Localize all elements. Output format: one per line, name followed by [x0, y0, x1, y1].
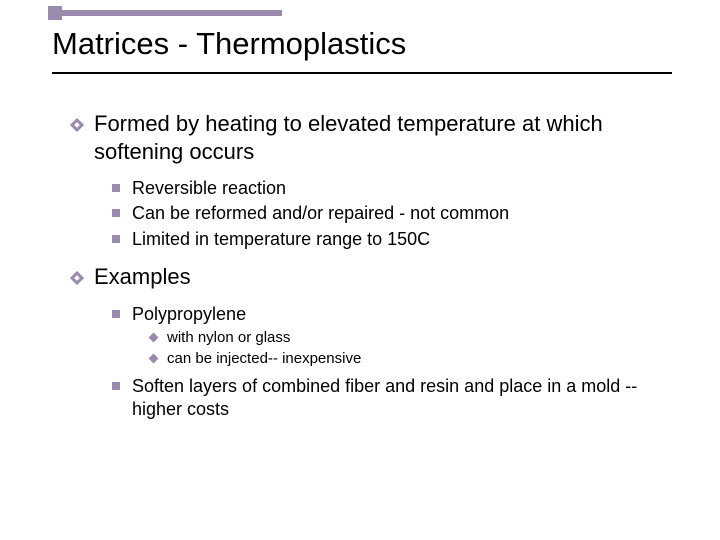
list-item: Can be reformed and/or repaired - not co… — [112, 202, 670, 225]
list-item-text: with nylon or glass — [167, 328, 290, 348]
list-item-text: Polypropylene — [132, 303, 246, 326]
list-item-text: Limited in temperature range to 150C — [132, 228, 430, 251]
list-item: Examples — [70, 263, 670, 291]
list-item: Limited in temperature range to 150C — [112, 228, 670, 251]
square-bullet-icon — [112, 184, 120, 192]
square-bullet-icon — [112, 209, 120, 217]
diamond-bullet-icon — [70, 118, 84, 137]
title-underline — [52, 72, 672, 74]
list-item: Polypropylene — [112, 303, 670, 326]
diamond-small-bullet-icon — [149, 353, 159, 363]
list-item-text: Examples — [94, 263, 191, 291]
list-item: Reversible reaction — [112, 177, 670, 200]
list-item: with nylon or glass — [150, 328, 670, 348]
accent-box — [48, 6, 62, 20]
slide-title: Matrices - Thermoplastics — [52, 26, 406, 62]
square-bullet-icon — [112, 382, 120, 390]
square-bullet-icon — [112, 310, 120, 318]
list-item: can be injected-- inexpensive — [150, 349, 670, 369]
square-bullet-icon — [112, 235, 120, 243]
list-item-text: can be injected-- inexpensive — [167, 349, 361, 369]
accent-bar — [52, 10, 282, 16]
diamond-small-bullet-icon — [149, 333, 159, 343]
list-item: Formed by heating to elevated temperatur… — [70, 110, 670, 165]
list-item-text: Can be reformed and/or repaired - not co… — [132, 202, 509, 225]
list-item: Soften layers of combined fiber and resi… — [112, 375, 670, 422]
slide-body: Formed by heating to elevated temperatur… — [70, 110, 670, 424]
list-item-text: Formed by heating to elevated temperatur… — [94, 110, 670, 165]
list-item-text: Reversible reaction — [132, 177, 286, 200]
slide: Matrices - Thermoplastics Formed by heat… — [0, 0, 720, 540]
list-item-text: Soften layers of combined fiber and resi… — [132, 375, 670, 422]
diamond-bullet-icon — [70, 271, 84, 290]
